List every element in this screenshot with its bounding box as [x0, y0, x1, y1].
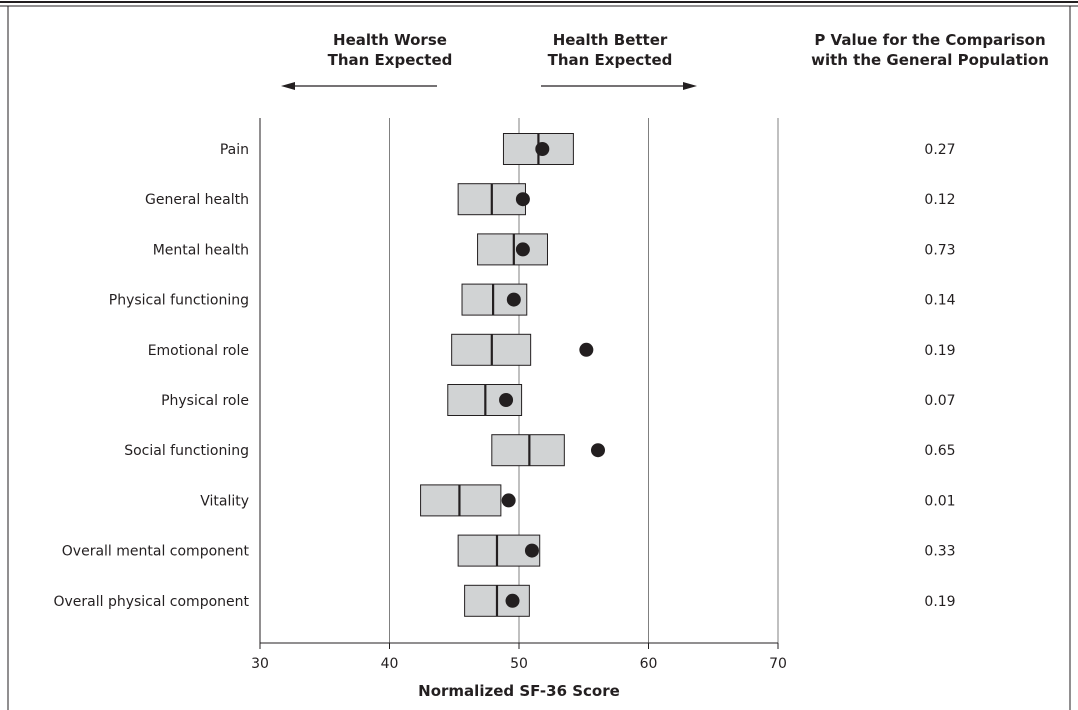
- data-rows: Pain 0.27 General health 0.12 Mental health 0…: [53, 133, 956, 617]
- row-overall-physical-component: Overall physical component 0.19: [53, 584, 956, 617]
- population-point: [515, 242, 530, 257]
- iqr-box: [420, 484, 502, 517]
- iqr-box: [477, 233, 548, 266]
- row-vitality: Vitality 0.01: [200, 484, 956, 517]
- row-general-health: General health 0.12: [145, 183, 956, 216]
- health-better-header: Health Better Than Expected: [520, 30, 700, 70]
- x-axis-label: Normalized SF-36 Score: [418, 682, 620, 700]
- population-point: [524, 543, 539, 558]
- health-better-line-1: Health Better: [552, 31, 668, 49]
- row-label: Overall physical component: [53, 594, 249, 610]
- direction-arrows: [281, 82, 697, 90]
- p-value: 0.01: [924, 493, 955, 509]
- health-worse-header: Health Worse Than Expected: [300, 30, 480, 70]
- p-value: 0.12: [924, 192, 955, 208]
- row-label: Pain: [220, 142, 249, 158]
- axes: 30 40 50 60 70: [251, 118, 787, 672]
- row-mental-health: Mental health 0.73: [153, 233, 956, 266]
- p-value: 0.27: [924, 142, 955, 158]
- iqr-box: [457, 534, 541, 567]
- p-value-header-line-2: with the General Population: [811, 51, 1049, 69]
- row-label: General health: [145, 192, 249, 208]
- row-label: Emotional role: [148, 343, 249, 359]
- x-tick-label-70: 70: [769, 656, 787, 672]
- x-tick-label-30: 30: [251, 656, 269, 672]
- row-overall-mental-component: Overall mental component 0.33: [62, 534, 956, 567]
- population-point: [535, 142, 550, 156]
- iqr-box: [491, 434, 565, 467]
- row-label: Physical functioning: [109, 293, 249, 309]
- population-point: [505, 593, 520, 608]
- population-point: [501, 493, 516, 508]
- row-label: Social functioning: [124, 443, 249, 459]
- p-value: 0.19: [924, 343, 955, 359]
- row-emotional-role: Emotional role 0.19: [148, 333, 956, 366]
- p-value: 0.73: [924, 242, 955, 258]
- p-value: 0.19: [924, 594, 955, 610]
- arrow-left-head: [281, 82, 295, 90]
- p-value: 0.65: [924, 443, 955, 459]
- row-label: Physical role: [161, 393, 249, 409]
- health-better-line-2: Than Expected: [547, 51, 673, 69]
- row-pain: Pain 0.27: [220, 133, 956, 165]
- row-physical-functioning: Physical functioning 0.14: [109, 283, 956, 316]
- health-worse-line-1: Health Worse: [333, 31, 447, 49]
- health-worse-line-2: Than Expected: [327, 51, 453, 69]
- population-point: [579, 342, 594, 357]
- population-point: [499, 393, 514, 407]
- p-value: 0.33: [924, 544, 955, 560]
- population-point: [506, 292, 521, 307]
- p-value: 0.07: [924, 393, 955, 409]
- row-label: Mental health: [153, 242, 249, 258]
- arrow-right-head: [683, 82, 697, 90]
- x-tick-label-40: 40: [381, 656, 399, 672]
- row-label: Overall mental component: [62, 544, 250, 560]
- x-tick-label-50: 50: [510, 656, 528, 672]
- row-physical-role: Physical role 0.07: [161, 384, 956, 416]
- population-point: [590, 443, 605, 458]
- p-value-header-line-1: P Value for the Comparison: [814, 31, 1046, 49]
- row-label: Vitality: [200, 493, 249, 509]
- population-point: [515, 192, 530, 207]
- p-value: 0.14: [924, 293, 955, 309]
- gridlines: [389, 118, 779, 643]
- row-social-functioning: Social functioning 0.65: [124, 434, 956, 467]
- x-tick-label-60: 60: [640, 656, 658, 672]
- p-value-header: P Value for the Comparison with the Gene…: [780, 30, 1078, 70]
